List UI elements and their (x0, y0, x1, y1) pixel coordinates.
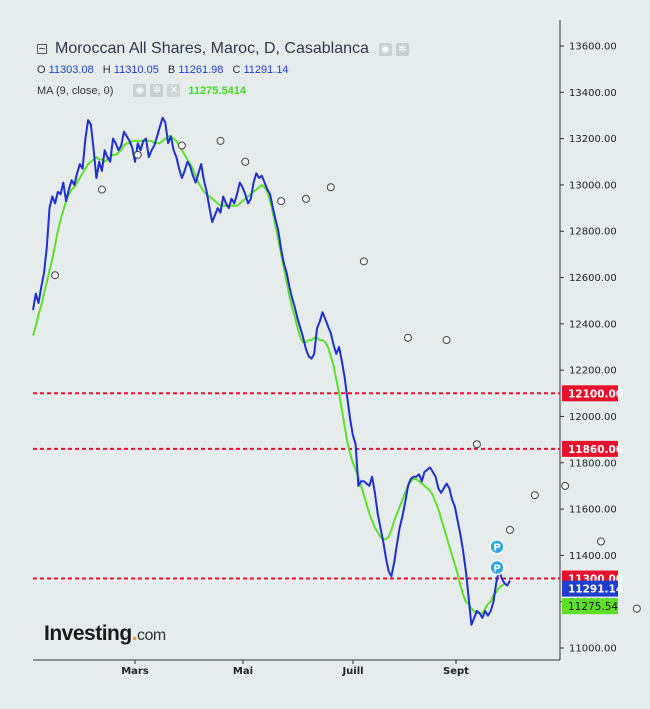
ma-point-marker (632, 604, 641, 613)
ohlc-low-key: B (167, 64, 176, 76)
level-badge-label: 11860.00 (568, 444, 623, 456)
ma-label: MA (9, close, 0) (37, 84, 114, 97)
y-tick-label: 13200.00 (569, 134, 617, 145)
x-tick-label: Mars (121, 666, 149, 677)
minimize-box-icon[interactable] (37, 44, 47, 54)
logo-suffix: com (137, 627, 166, 644)
settings-gear-icon[interactable]: ✲ (150, 84, 164, 97)
x-tick-label: Juill (341, 666, 363, 677)
last-price-badge (562, 580, 618, 597)
ma-point-marker (133, 150, 142, 159)
ma-point-marker (97, 185, 106, 194)
y-tick-label: 11800.00 (569, 458, 617, 469)
chart-title-row: Moroccan All Shares, Maroc, D, Casablanc… (37, 40, 409, 58)
ohlc-close-key: C (232, 64, 241, 76)
ma-point-marker (241, 157, 250, 166)
chart-title: Moroccan All Shares, Maroc, D, Casablanc… (55, 40, 369, 57)
y-tick-label: 13000.00 (569, 180, 617, 191)
eye-icon[interactable]: ◉ (133, 84, 147, 97)
y-tick-label: 11000.00 (569, 644, 617, 655)
ma-point-marker (359, 257, 368, 266)
y-tick-label: 12800.00 (569, 227, 617, 238)
ohlc-open-key: O (37, 64, 46, 76)
ohlc-high-value: 11310.05 (113, 64, 159, 76)
logo-brand: Investing (44, 622, 132, 645)
y-tick-label: 13400.00 (569, 88, 617, 99)
ma-point-marker (561, 481, 570, 490)
ma-point-marker (403, 333, 412, 342)
y-tick-label: 11600.00 (569, 505, 617, 516)
eye-icon[interactable]: ◉ (378, 42, 392, 56)
ohlc-readout: O 11303.08 H 11310.05 B 11261.98 C 11291… (37, 64, 295, 76)
ma-point-marker (530, 491, 539, 500)
p-marker-icon (489, 538, 505, 555)
ma-point-marker (51, 271, 60, 280)
ma-last-badge (562, 598, 618, 615)
logo-dot: . (131, 622, 138, 645)
ma-point-marker (216, 136, 225, 145)
ma-series-line (32, 135, 505, 615)
last-price-label: 11291.14 (568, 584, 623, 596)
ohlc-low-value: 11261.98 (178, 64, 224, 76)
price-series-line (32, 116, 511, 626)
ma-point-marker (177, 141, 186, 150)
ohlc-high-key: H (102, 64, 111, 76)
y-tick-label: 13600.00 (569, 42, 617, 53)
p-marker-label: P (493, 543, 500, 554)
y-tick-label: 12600.00 (569, 273, 617, 284)
ma-point-marker (301, 194, 310, 203)
ma-point-marker (326, 183, 335, 192)
y-tick-label: 11400.00 (569, 551, 617, 562)
level-badge-label: 12100.00 (568, 388, 623, 400)
y-tick-label: 12400.00 (569, 319, 617, 330)
ma-point-marker (277, 197, 286, 206)
investing-logo: Investing.com (44, 622, 166, 646)
ma-point-marker (596, 537, 605, 546)
ma-point-marker (506, 525, 514, 534)
ma-indicator-row: MA (9, close, 0) ◉ ✲ ✕ 11275.5414 (37, 84, 246, 97)
settings-gear-icon[interactable]: ✲ (395, 42, 409, 56)
x-tick-label: Mai (233, 666, 253, 677)
level-badge (562, 385, 618, 402)
ohlc-open-value: 11303.08 (48, 64, 94, 76)
p-marker-label: P (493, 564, 500, 575)
ma-point-marker (472, 440, 481, 449)
p-marker-icon (489, 559, 505, 576)
close-x-icon[interactable]: ✕ (167, 84, 181, 97)
y-tick-label: 12000.00 (569, 412, 617, 423)
y-tick-label: 12200.00 (569, 366, 617, 377)
ma-last-label: 11275.54 (568, 601, 618, 613)
x-tick-label: Sept (443, 666, 469, 677)
ma-point-marker (442, 336, 451, 345)
ma-value: 11275.5414 (188, 84, 246, 97)
level-badge (562, 440, 618, 457)
ohlc-close-value: 11291.14 (243, 64, 289, 76)
